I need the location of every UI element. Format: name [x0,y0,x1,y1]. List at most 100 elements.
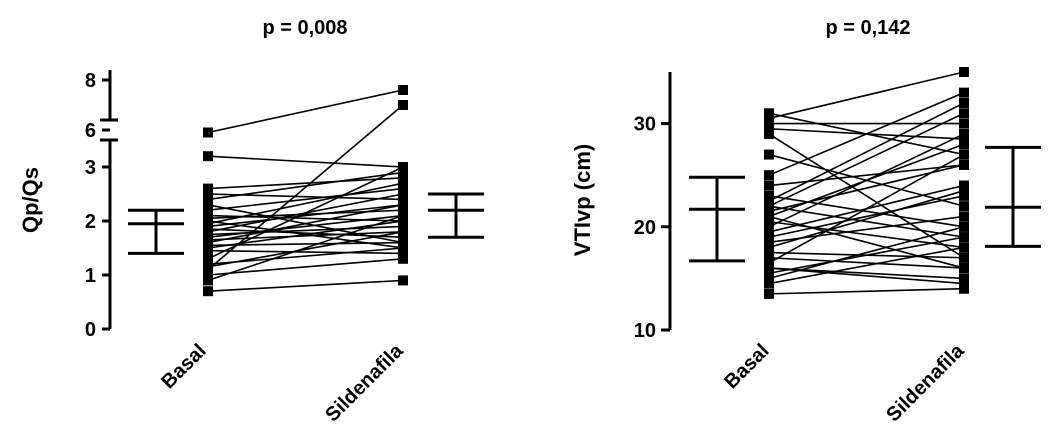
right-point-basal [764,232,774,243]
left-pair-line [207,89,404,134]
right-point-sildenafila [959,252,969,263]
left-pair-line [207,155,404,168]
left-point-basal [203,286,213,297]
right-point-basal [764,118,774,129]
right-point-sildenafila [959,87,969,98]
right-point-basal [764,201,774,212]
left-pair-line [207,228,404,238]
right-pair-line [768,164,965,213]
right-pair-line [768,246,965,285]
left-pair-line [207,187,404,211]
right-pair-line [768,195,965,238]
right-point-sildenafila [959,159,969,170]
left-point-sildenafila [398,100,408,110]
right-point-sildenafila [959,67,969,77]
left-pair-line [207,166,404,260]
left-pair-lines [207,89,404,292]
right-point-basal [764,149,774,160]
left-point-sildenafila [398,232,408,243]
left-pair-line [207,104,404,271]
right-point-sildenafila [959,283,969,294]
right-point-basal [764,190,774,201]
left-point-basal [203,270,213,280]
left-pair-line [207,279,404,292]
right-point-basal [764,278,774,289]
left-point-sildenafila [398,162,408,172]
right-y-axis: 10 20 30 [634,72,672,342]
left-point-basal [203,253,213,264]
right-point-sildenafila [959,108,969,119]
left-point-sildenafila [398,85,408,95]
left-point-basal [203,127,213,138]
left-y-tick-label: 3 [85,157,96,179]
left-point-sildenafila [398,194,408,205]
left-point-sildenafila [398,183,408,194]
left-point-sildenafila [398,226,408,237]
left-point-sildenafila [398,199,408,210]
left-y-tick-label: 8 [85,70,96,92]
left-chart: p = 0,008 Qp/Qs 0 1 2 3 6 8 Basal Sildenafila [18,17,484,426]
right-pair-line [768,287,965,295]
left-point-sildenafila [398,237,408,248]
right-point-basal [764,252,774,263]
left-point-basal [203,189,213,199]
left-point-sildenafila [398,189,408,199]
right-pair-line [768,133,965,259]
right-point-basal [764,221,774,232]
right-point-sildenafila [959,190,969,201]
left-y-tick-label: 1 [85,265,96,287]
left-y-axis-label: Qp/Qs [18,167,43,233]
right-point-basal [764,273,774,284]
right-point-basal [764,113,774,124]
right-pair-line [768,71,965,120]
right-point-sildenafila [959,139,969,150]
right-point-sildenafila [959,232,969,243]
right-point-basal [764,242,774,253]
right-point-sildenafila [959,128,969,139]
left-y-tick-label: 2 [85,211,96,233]
left-points [203,85,408,297]
right-chart-title: p = 0,142 [825,17,910,39]
left-point-sildenafila [398,210,408,221]
left-pair-line [207,177,404,190]
right-pair-line [768,164,965,187]
right-pair-line [768,102,965,202]
right-point-basal [764,108,774,119]
right-pair-line [768,153,965,264]
left-pair-line [207,214,404,282]
right-point-basal [764,237,774,248]
right-pair-lines [768,71,965,295]
right-point-basal [764,247,774,258]
right-point-basal [764,288,774,299]
left-point-sildenafila [398,275,408,286]
right-point-basal [764,123,774,134]
right-point-sildenafila [959,134,969,145]
left-point-sildenafila [398,172,408,183]
left-chart-title: p = 0,008 [262,17,347,39]
right-summary-bars [689,145,1041,263]
left-point-basal [203,205,213,216]
left-pair-line [207,171,404,201]
left-y-axis: 0 1 2 3 6 8 [85,70,118,341]
right-point-basal [764,196,774,206]
left-point-basal [203,183,213,194]
right-pair-line [768,267,965,285]
left-point-sildenafila [398,243,408,253]
right-point-sildenafila [959,273,969,284]
right-pair-line [768,256,965,269]
left-point-sildenafila [398,253,408,264]
left-point-sildenafila [398,167,408,178]
left-pair-line [207,241,404,247]
left-pair-line [207,258,404,276]
right-pair-line [768,215,965,269]
right-x-label-basal: Basal [720,340,773,393]
left-summary-bars [128,192,484,255]
right-point-sildenafila [959,263,969,274]
right-point-basal [764,170,774,181]
left-point-basal [203,199,213,210]
right-point-basal [764,128,774,139]
left-pair-line [207,231,404,268]
right-point-basal [764,206,774,217]
right-pair-line [768,112,965,207]
right-point-basal [764,211,774,222]
